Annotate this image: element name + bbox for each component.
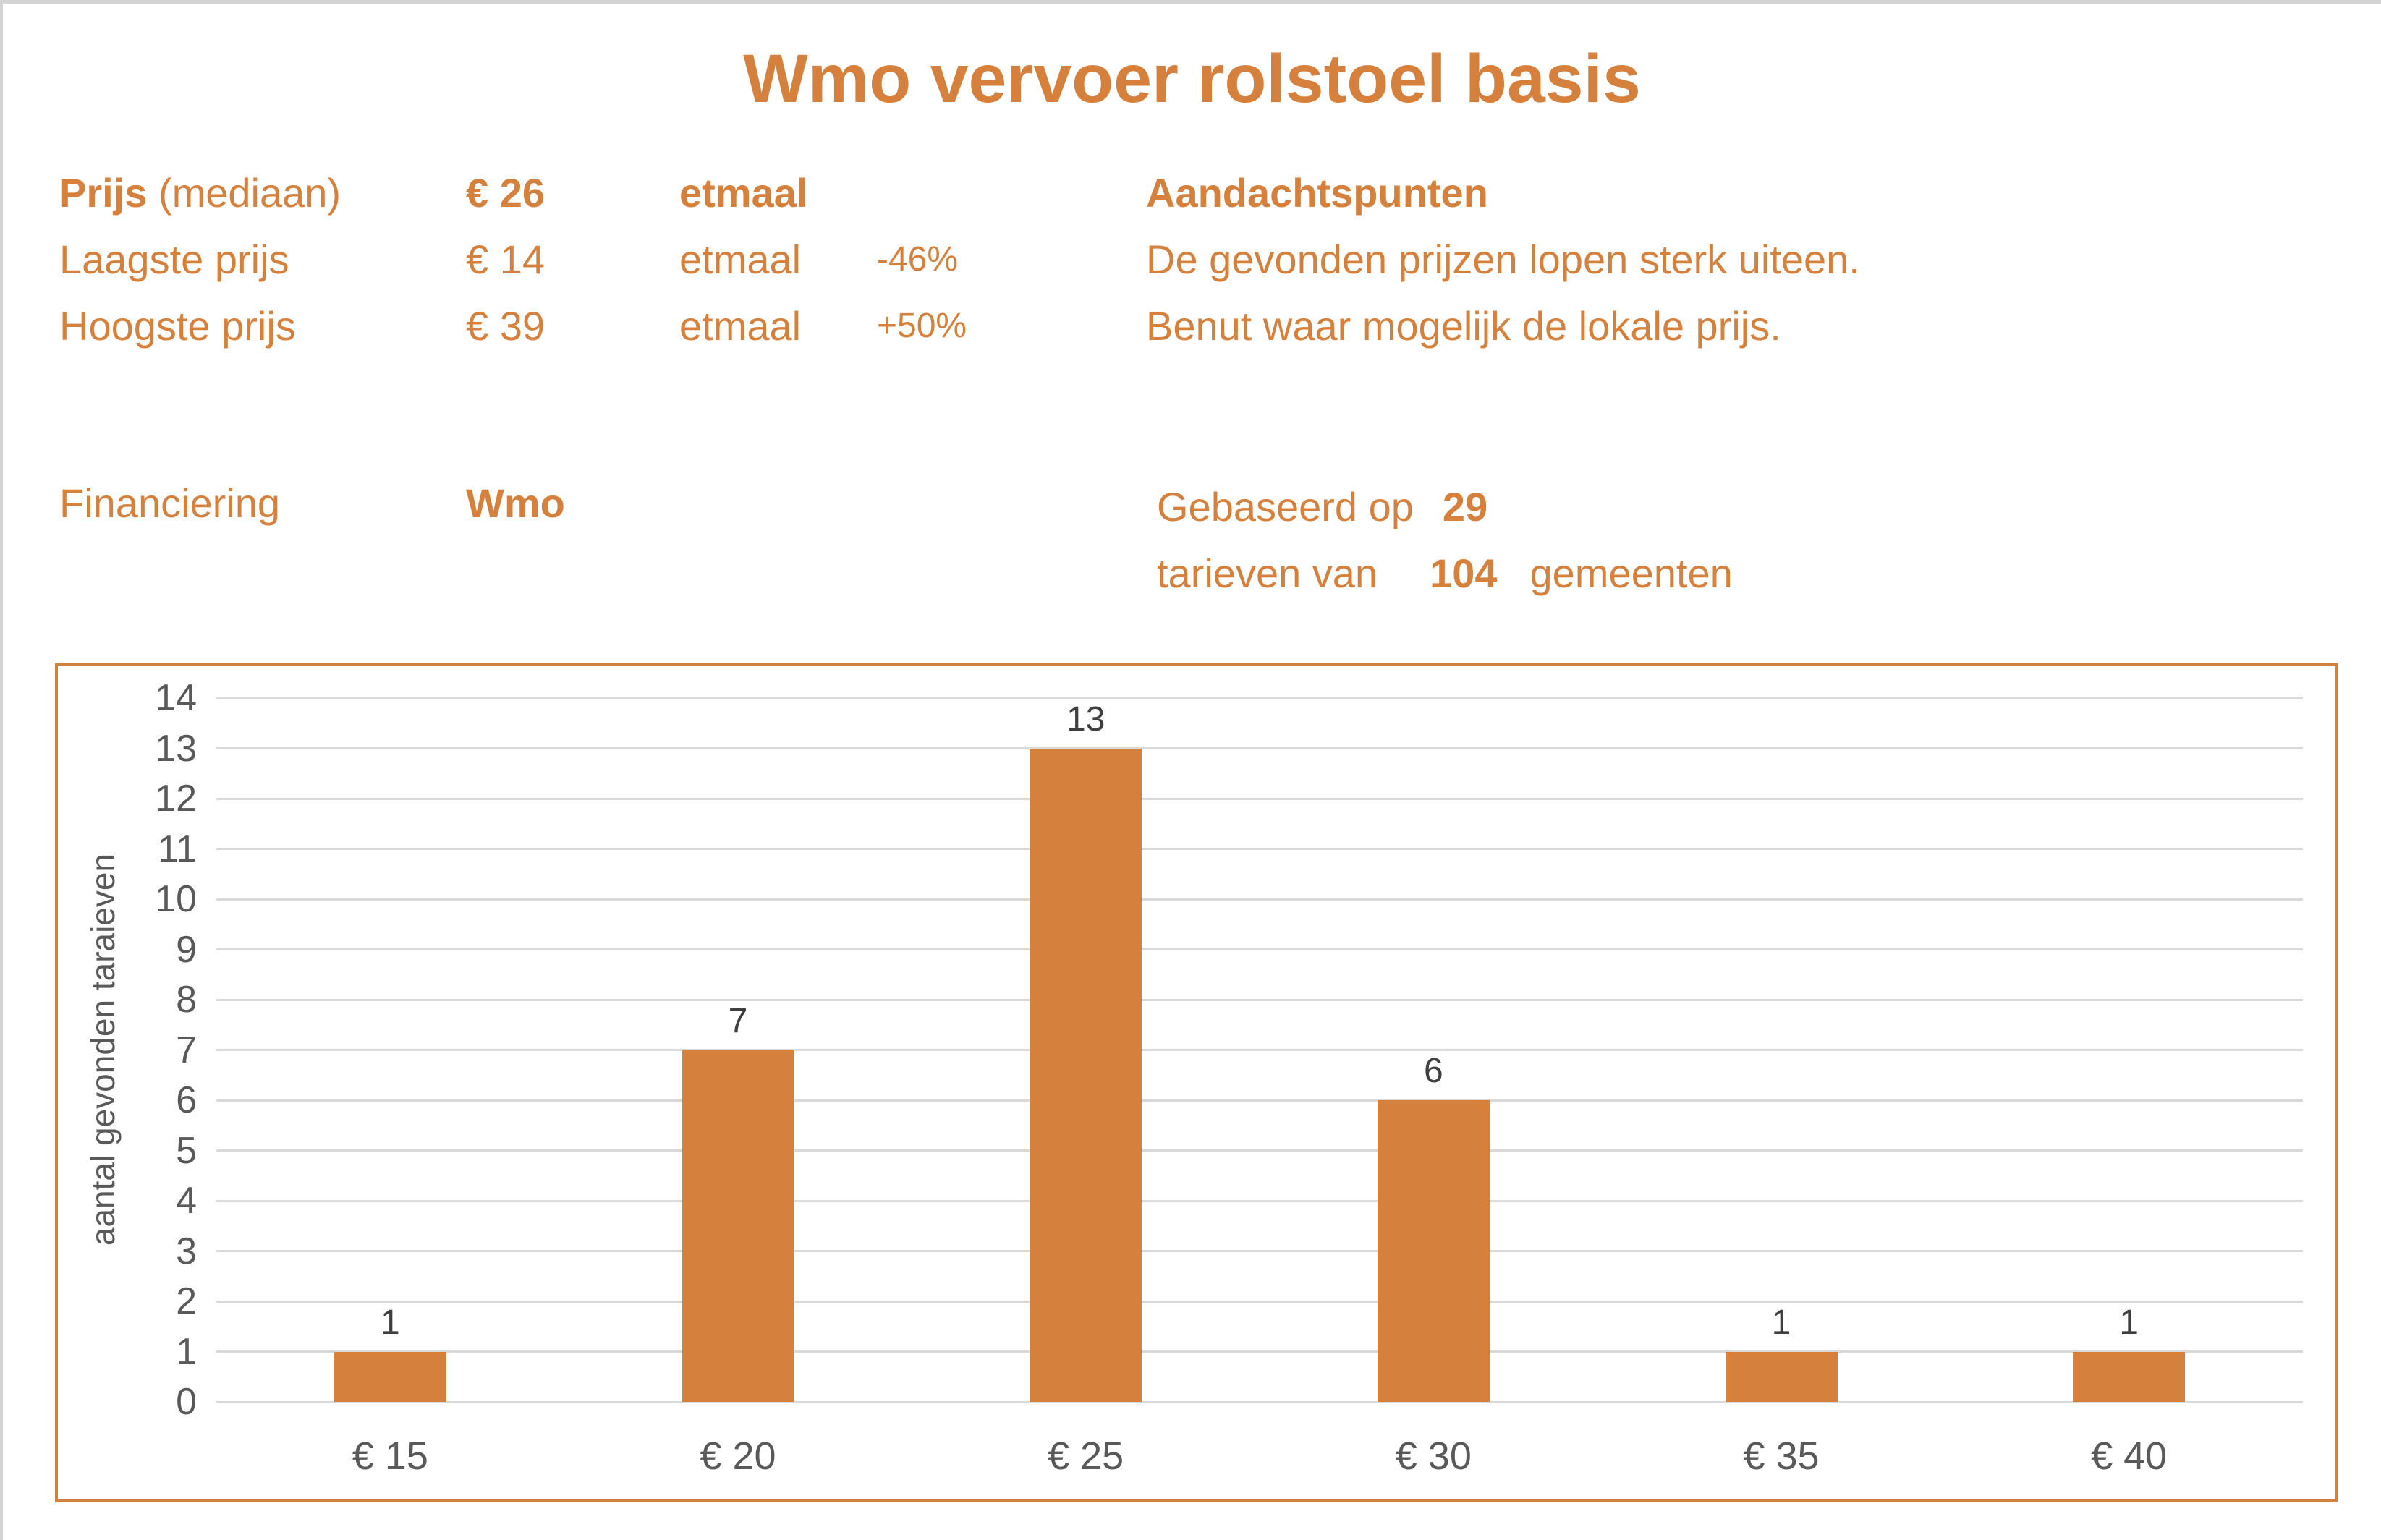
- gridline: [216, 1350, 2303, 1353]
- y-tick-label: 2: [176, 1280, 197, 1322]
- stat-label-strong: Prijs: [59, 170, 148, 216]
- gridline: [216, 948, 2303, 950]
- y-tick-label: 12: [155, 778, 197, 820]
- stat-label: Hoogste prijs: [59, 303, 296, 349]
- bar-value-label: 1: [380, 1303, 400, 1342]
- bar: [2073, 1351, 2186, 1402]
- bar: [1725, 1351, 1838, 1402]
- stat-unit: etmaal: [679, 170, 808, 216]
- aandachtspunten-line: Benut waar mogelijk de lokale prijs.: [1146, 303, 1781, 349]
- basis-line1-prefix: Gebaseerd op: [1157, 484, 1414, 529]
- chart-inner: aantal gevonden taraieven 0 1 2 3 4 5 6 7 8 9 10 11…: [58, 666, 2335, 1499]
- gridline: [216, 848, 2303, 850]
- gridline: [216, 898, 2303, 901]
- financiering-row: Financiering Wmo: [59, 470, 565, 537]
- bar: [682, 1050, 794, 1402]
- bar: [1030, 748, 1142, 1402]
- gridline: [216, 797, 2303, 800]
- gemeenten-count: 104: [1430, 550, 1498, 596]
- bar: [1377, 1100, 1490, 1402]
- page-title: Wmo vervoer rolstoel basis: [743, 41, 1641, 117]
- bar-value-label: 13: [1066, 699, 1105, 739]
- y-tick-label: 0: [176, 1381, 197, 1423]
- bar-value-label: 7: [728, 1001, 748, 1040]
- x-tick-label: € 40: [2091, 1434, 2168, 1478]
- x-tick-label: € 15: [352, 1434, 428, 1478]
- bar-value-label: 1: [1771, 1303, 1791, 1342]
- aandachtspunten-heading: Aandachtspunten: [1146, 170, 1488, 216]
- x-tick-label: € 30: [1395, 1434, 1472, 1478]
- stat-unit: etmaal: [679, 303, 802, 349]
- y-tick-label: 10: [155, 878, 197, 920]
- aandachtspunten-block: Aandachtspunten De gevonden prijzen lope…: [1146, 160, 1860, 360]
- gridline: [216, 697, 2303, 699]
- gridline: [216, 998, 2303, 1001]
- y-tick-label: 5: [176, 1129, 197, 1172]
- y-tick-label: 8: [176, 979, 197, 1021]
- stat-value: € 26: [466, 170, 545, 216]
- x-tick-label: € 25: [1048, 1434, 1124, 1478]
- y-tick-label: 9: [176, 928, 197, 971]
- gridline: [216, 1400, 2303, 1403]
- stat-delta: +50%: [877, 307, 967, 345]
- gridline: [216, 1149, 2303, 1152]
- price-stats-table: Prijs (mediaan) € 26 etmaal Laagste prij…: [59, 160, 967, 360]
- x-tick-label: € 20: [700, 1434, 776, 1478]
- bar-chart: aantal gevonden taraieven 0 1 2 3 4 5 6 7 8 9 10 11…: [55, 663, 2338, 1502]
- bar-value-label: 1: [2119, 1303, 2139, 1342]
- bar: [334, 1351, 446, 1402]
- y-tick-label: 13: [155, 727, 197, 770]
- basis-line1: Gebaseerd op 29: [1157, 474, 1733, 540]
- y-tick-label: 11: [158, 828, 197, 870]
- stat-value: € 39: [466, 303, 545, 349]
- gridline: [216, 1300, 2303, 1303]
- y-tick-label: 1: [176, 1330, 197, 1373]
- y-tick-label: 6: [176, 1079, 197, 1121]
- stat-delta: -46%: [877, 240, 959, 278]
- gridline: [216, 1049, 2303, 1051]
- basis-line2-prefix: tarieven van: [1157, 550, 1378, 596]
- financiering-label: Financiering: [59, 480, 281, 526]
- y-tick-label: 4: [176, 1180, 197, 1222]
- basis-line2: tarieven van 104 gemeenten: [1157, 540, 1733, 607]
- y-tick-label: 7: [176, 1029, 197, 1071]
- stat-label-normal: (mediaan): [147, 170, 341, 216]
- stat-unit: etmaal: [679, 237, 802, 282]
- gridline: [216, 1199, 2303, 1202]
- financiering-value: Wmo: [466, 480, 565, 526]
- y-tick-label: 3: [176, 1230, 197, 1272]
- gridline: [216, 1250, 2303, 1252]
- gridline: [216, 1099, 2303, 1102]
- stat-label: Prijs (mediaan): [59, 160, 466, 226]
- tarieven-count: 29: [1442, 484, 1488, 529]
- basis-line2-suffix: gemeenten: [1529, 550, 1733, 596]
- stat-delta: [877, 160, 967, 226]
- gridline: [216, 747, 2303, 749]
- y-tick-label: 14: [155, 677, 197, 719]
- stat-value: € 14: [466, 237, 545, 282]
- aandachtspunten-line: De gevonden prijzen lopen sterk uiteen.: [1146, 237, 1860, 282]
- stat-label: Laagste prijs: [59, 237, 289, 282]
- x-tick-label: € 35: [1743, 1434, 1820, 1478]
- basis-block: Gebaseerd op 29 tarieven van 104 gemeenten: [1157, 474, 1733, 607]
- bar-value-label: 6: [1423, 1052, 1443, 1090]
